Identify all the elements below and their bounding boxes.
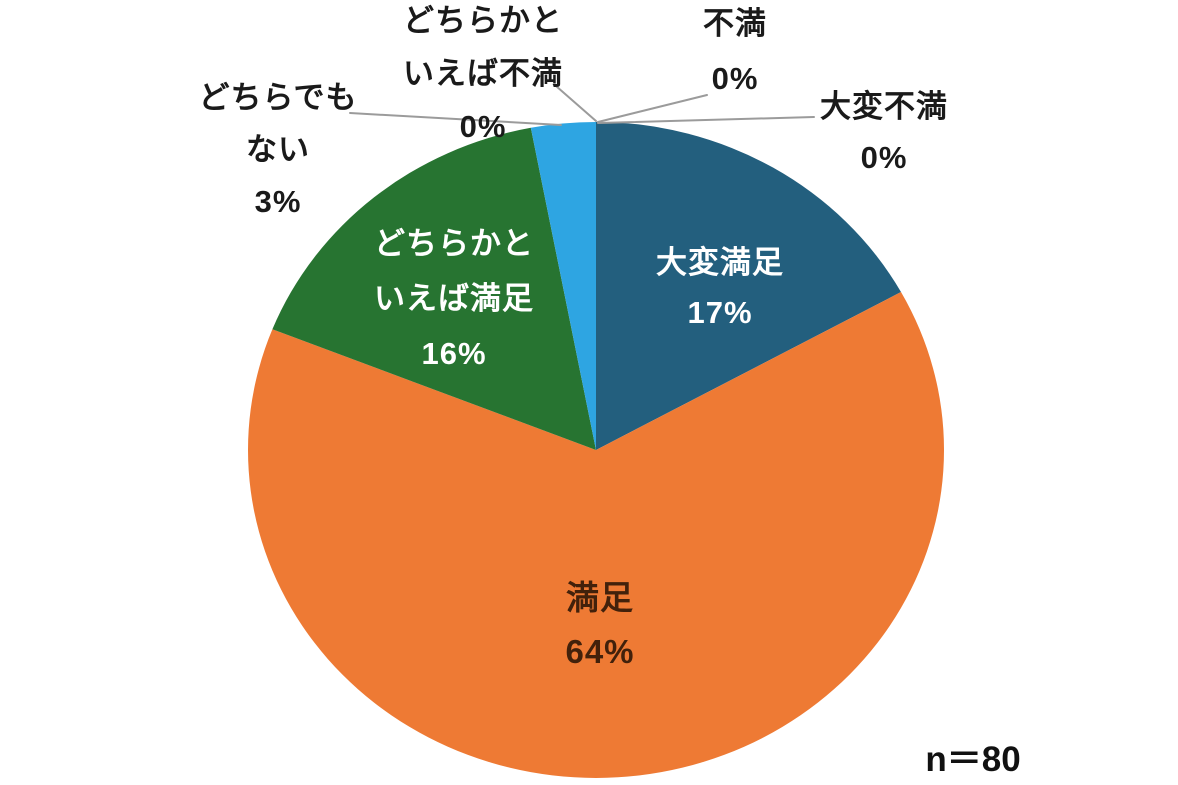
label-very-dissatisfied: 大変不満 0%: [820, 81, 948, 183]
label-percent: 3%: [254, 184, 302, 219]
label-line: 不満: [703, 6, 767, 41]
label-very-satisfied: 大変満足 17%: [656, 238, 784, 338]
label-line: いえば不満: [403, 56, 563, 91]
label-line: いえば満足: [374, 281, 534, 316]
label-line: どちらかと: [403, 3, 563, 38]
pie-slice-satisfied: [248, 292, 945, 778]
label-percent: 0%: [711, 61, 759, 96]
label-line: ない: [245, 132, 310, 167]
leader-line-very-dissatisfied: [597, 116, 815, 124]
label-line: 満足: [566, 579, 634, 616]
pie-slice-somewhat-satisfied: [272, 127, 596, 451]
label-percent: 17%: [687, 295, 753, 330]
label-satisfied: 満足 64%: [565, 571, 634, 679]
label-percent: 64%: [565, 633, 635, 670]
label-neither: どちらでも ない 3%: [198, 72, 357, 228]
pie-slice-very-satisfied: [596, 122, 901, 450]
label-percent: 0%: [860, 140, 908, 175]
label-line: 大変不満: [820, 89, 948, 124]
leader-line-neither: [349, 112, 562, 126]
label-percent: 0%: [459, 109, 507, 144]
label-line: どちらでも: [198, 80, 358, 115]
label-percent: 16%: [421, 336, 487, 371]
sample-size-label: n＝80: [925, 740, 1021, 779]
label-somewhat-dissatisfied: どちらかと いえば不満 0%: [403, 0, 563, 153]
label-dissatisfied: 不満 0%: [703, 0, 767, 106]
leader-lines: [349, 85, 815, 126]
pie-slices: [248, 122, 945, 778]
leader-line-dissatisfied: [597, 94, 708, 123]
label-somewhat-satisfied: どちらかと いえば満足 16%: [374, 216, 534, 381]
label-line: どちらかと: [374, 226, 534, 261]
label-line: 大変満足: [656, 245, 784, 280]
pie-slice-neither: [530, 122, 596, 450]
leader-line-somewhat-dissatisfied: [555, 85, 597, 122]
